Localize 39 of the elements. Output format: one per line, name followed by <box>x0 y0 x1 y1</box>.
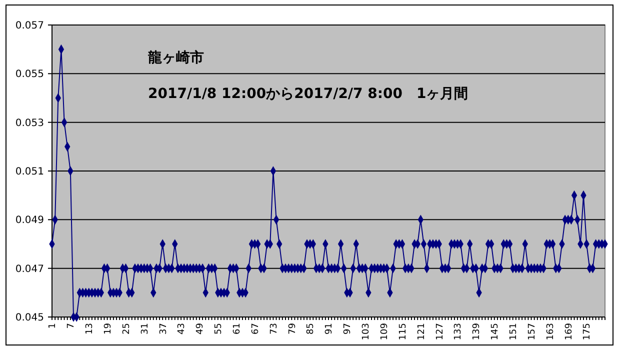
x-tick-label: 109 <box>380 322 390 340</box>
x-tick-label: 103 <box>362 323 372 340</box>
x-tick-label: 7 <box>66 323 77 329</box>
x-tick-label: 49 <box>196 322 206 334</box>
x-tick-label: 61 <box>232 323 242 334</box>
x-tick-label: 97 <box>343 323 354 334</box>
x-tick-label: 25 <box>122 323 132 334</box>
x-tick-label: 43 <box>177 323 188 334</box>
x-tick-label: 73 <box>269 323 280 334</box>
x-tick-label: 175 <box>582 323 593 340</box>
x-tick-label: 19 <box>103 322 114 334</box>
x-tick-label: 127 <box>435 323 446 340</box>
x-tick-label: 169 <box>564 322 574 340</box>
x-tick-label: 115 <box>398 323 408 340</box>
x-tick-label: 1 <box>48 323 58 329</box>
x-tick-label: 13 <box>85 323 96 334</box>
x-tick-label: 133 <box>454 323 464 340</box>
y-tick-label: 0.045 <box>15 312 44 324</box>
x-tick-label: 85 <box>306 323 316 334</box>
y-tick-label: 0.047 <box>15 264 44 275</box>
y-tick-label: 0.057 <box>15 20 44 32</box>
x-tick-label: 121 <box>416 323 427 340</box>
y-tick-label: 0.055 <box>15 69 44 80</box>
text: 龍ヶ崎市 <box>147 49 204 66</box>
x-tick-label: 151 <box>508 323 519 340</box>
y-tick-label: 0.051 <box>15 166 44 178</box>
y-tick-label: 0.053 <box>15 118 44 129</box>
x-tick-label: 163 <box>546 323 556 340</box>
x-tick-label: 139 <box>472 322 482 340</box>
y-tick-label: 0.049 <box>15 215 44 226</box>
x-tick-label: 67 <box>250 323 261 334</box>
x-tick-label: 31 <box>140 323 150 334</box>
x-tick-label: 145 <box>490 323 501 340</box>
x-tick-label: 157 <box>527 323 538 340</box>
x-tick-label: 79 <box>288 322 298 334</box>
x-tick-label: 37 <box>158 323 169 334</box>
text: 2017/1/8 12:00から2017/2/7 8:00 1ヶ月間 <box>148 86 468 102</box>
x-tick-label: 91 <box>324 323 335 334</box>
x-tick-label: 55 <box>214 323 224 334</box>
